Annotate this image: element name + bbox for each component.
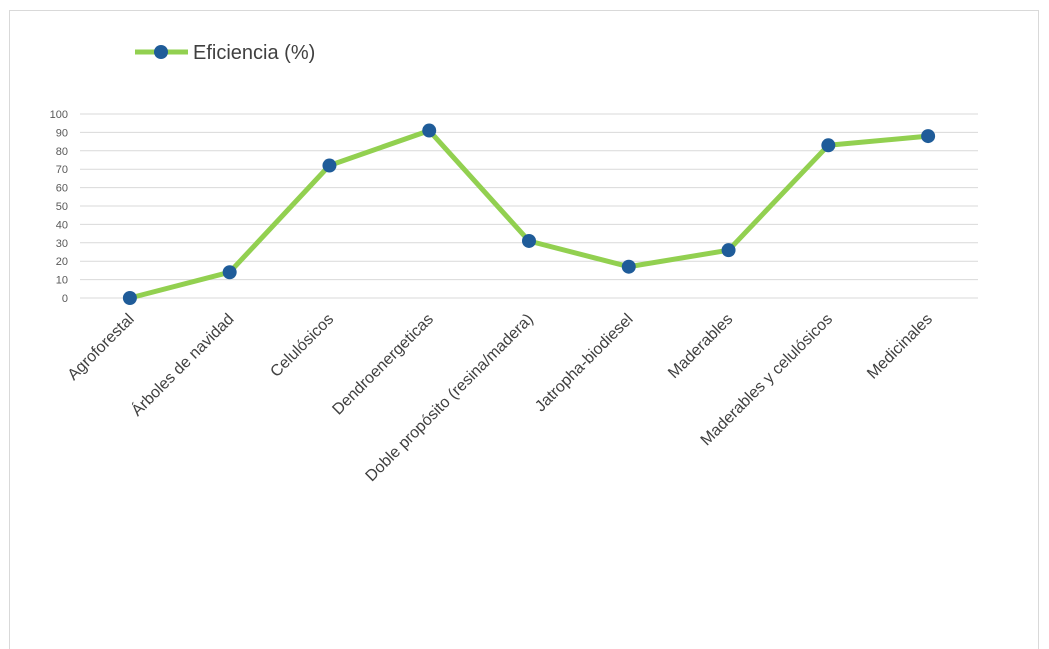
y-tick-label-4: 40 xyxy=(56,219,68,231)
x-category-label-4: Doble propósito (resina/madera) xyxy=(363,311,537,485)
series-line xyxy=(129,128,929,301)
y-tick-label-5: 50 xyxy=(56,201,68,213)
data-point-1 xyxy=(222,265,237,280)
data-point-4 xyxy=(522,233,536,248)
legend-label: Eficiencia (%) xyxy=(193,42,315,64)
x-category-label-1: Árboles de navidad xyxy=(127,309,237,419)
y-axis-tick-labels: 0 10 20 30 40 50 60 70 80 90 100 xyxy=(50,109,68,305)
data-point-0 xyxy=(122,291,137,305)
x-category-label-3: Dendroenergeticas xyxy=(329,311,437,419)
x-category-label-8: Medicinales xyxy=(864,311,936,383)
y-tick-label-0: 0 xyxy=(62,293,68,305)
y-tick-label-1: 10 xyxy=(56,275,68,287)
data-point-3 xyxy=(422,123,437,138)
x-category-label-6: Maderables xyxy=(665,311,736,382)
legend-marker-swatch xyxy=(154,45,168,59)
y-tick-label-2: 20 xyxy=(56,256,68,268)
y-tick-label-6: 60 xyxy=(56,183,68,195)
y-tick-label-9: 90 xyxy=(56,127,68,139)
data-point-7 xyxy=(821,138,836,153)
x-category-label-5: Jatropha-biodiesel xyxy=(532,311,636,415)
data-point-6 xyxy=(721,243,736,258)
y-tick-label-7: 70 xyxy=(56,164,68,176)
data-point-5 xyxy=(621,259,636,274)
chart-frame xyxy=(9,10,1039,649)
y-tick-label-8: 80 xyxy=(56,146,68,158)
data-markers xyxy=(122,123,936,305)
series-line-group xyxy=(129,128,929,301)
data-point-8 xyxy=(921,129,936,144)
data-point-2 xyxy=(322,158,337,173)
x-category-label-2: Celulósicos xyxy=(267,311,337,381)
legend: Eficiencia (%) xyxy=(135,42,315,64)
y-tick-label-3: 30 xyxy=(56,238,68,250)
y-tick-label-10: 100 xyxy=(50,109,68,121)
x-category-label-0: Agroforestal xyxy=(65,311,138,384)
